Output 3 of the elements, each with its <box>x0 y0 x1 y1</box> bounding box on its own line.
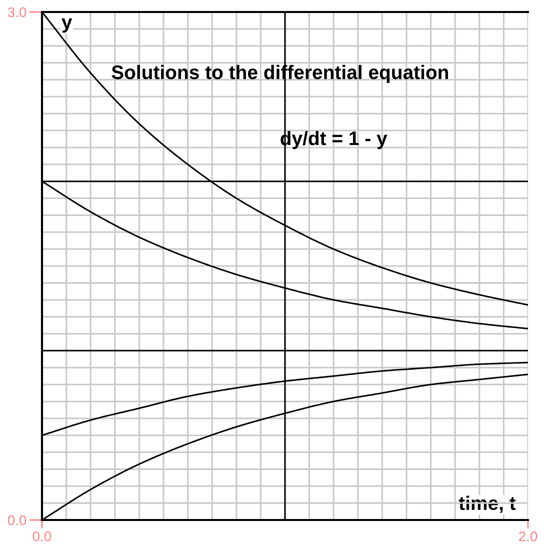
y-axis-title: y <box>62 18 72 33</box>
x-tick-label: 2.0 <box>519 531 538 542</box>
y-tick-label: 3.0 <box>8 7 26 18</box>
